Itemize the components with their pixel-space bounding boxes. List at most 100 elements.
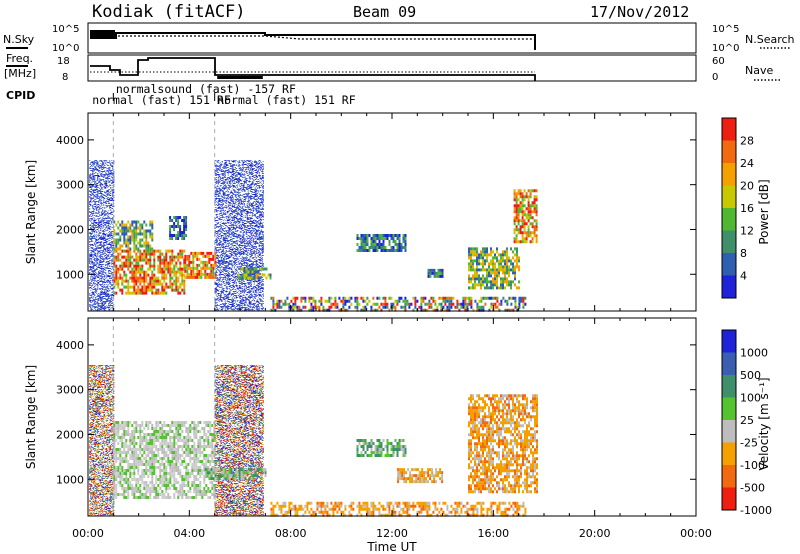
colorbar-swatch <box>722 185 736 208</box>
data-cell-group <box>468 247 520 290</box>
nave-tick-high: 60 <box>712 56 725 67</box>
data-cell-group <box>89 365 115 516</box>
nsky-label: N.Sky <box>3 33 35 46</box>
data-cell-group <box>513 189 538 244</box>
data-cell-group <box>270 501 527 517</box>
freq-label-line1: Freq. <box>6 52 33 65</box>
colorbar-tick-label: 12 <box>740 225 754 238</box>
data-cell-group <box>427 268 440 278</box>
data-cell-group <box>237 267 270 280</box>
x-tick-label: 00:00 <box>72 527 104 540</box>
y-tick-label: 2000 <box>56 428 84 441</box>
y-tick-label: 1000 <box>56 268 84 281</box>
data-cell-group <box>468 394 538 494</box>
power-ylabel: Slant Range [km] <box>24 160 38 264</box>
colorbar-swatch <box>722 163 736 186</box>
data-cell-group <box>89 160 115 311</box>
data-cell-group <box>274 296 527 312</box>
data-region-medium <box>237 267 272 280</box>
nsearch-tick-high: 10^5 <box>712 24 739 35</box>
colorbar-swatch <box>722 397 736 420</box>
nsearch-trace <box>90 35 535 40</box>
cpid-bar <box>217 76 263 79</box>
data-cell-group <box>358 234 407 252</box>
colorbar-tick-label: 8 <box>740 247 747 260</box>
data-cell-group <box>272 296 509 312</box>
cpid-entry: normal (fast) 151 RF <box>92 93 231 107</box>
data-cell-group <box>468 250 520 290</box>
data-cell-group <box>427 268 444 278</box>
nsky-tick-high: 10^5 <box>52 24 79 35</box>
y-tick-label: 1000 <box>56 473 84 486</box>
y-tick-label: 4000 <box>56 134 84 147</box>
colorbar-tick-label: 25 <box>740 414 754 427</box>
freq-lines <box>90 57 536 81</box>
data-cells <box>89 365 538 517</box>
data-region-weak <box>169 216 188 240</box>
date-title: 17/Nov/2012 <box>590 3 689 21</box>
colorbar-swatch <box>722 375 736 398</box>
data-cell-group <box>113 421 216 499</box>
data-cell-group <box>89 160 115 311</box>
y-tick-label: 3000 <box>56 179 84 192</box>
x-tick-label: 12:00 <box>376 527 408 540</box>
data-cell-group <box>113 220 154 251</box>
data-region-noise <box>214 365 264 516</box>
data-cell-group <box>356 234 407 252</box>
data-region-strong <box>513 189 538 244</box>
data-cell-group <box>89 365 115 516</box>
nsky-trace <box>90 32 536 50</box>
data-region-weak <box>427 268 444 278</box>
colorbar-tick-label: 24 <box>740 157 754 170</box>
y-tick-label: 3000 <box>56 384 84 397</box>
data-cell-group <box>214 365 264 516</box>
cpid-label: CPID <box>6 89 35 102</box>
data-cell-group <box>356 234 407 252</box>
colorbar-tick-label: 500 <box>740 369 761 382</box>
colorbar-tick-label: -100 <box>740 459 765 472</box>
data-region-ground <box>270 296 527 312</box>
data-cell-group <box>397 468 444 484</box>
colorbar-swatch <box>722 420 736 443</box>
data-cell-group <box>468 250 518 290</box>
nave-tick-low: 0 <box>712 72 718 83</box>
cpid-entry: normal (fast) 151 RF <box>217 93 356 107</box>
data-region-noise <box>89 160 115 311</box>
colorbar-swatch <box>722 442 736 465</box>
data-cell-group <box>468 394 538 494</box>
x-axis-label: Time UT <box>366 540 417 554</box>
data-region-medium <box>113 220 154 251</box>
data-cell-group <box>113 249 186 295</box>
cpid-entry: normalsound (fast) -157 RF <box>116 82 296 96</box>
y-tick-label: 4000 <box>56 339 84 352</box>
data-cell-group <box>272 296 525 312</box>
data-cell-group <box>169 216 188 240</box>
colorbar-tick-label: 4 <box>740 270 747 283</box>
colorbar-tick-label: -500 <box>740 481 765 494</box>
x-tick-label: 08:00 <box>275 527 307 540</box>
data-cell-group <box>113 421 216 499</box>
colorbar-tick-label: 1000 <box>740 346 768 359</box>
x-tick-label: 16:00 <box>477 527 509 540</box>
data-region-green <box>356 439 407 457</box>
data-cell-group <box>204 468 267 481</box>
colorbar-swatch <box>722 352 736 375</box>
nsearch-tick-low: 10^0 <box>712 43 739 54</box>
nave-label: Nave <box>745 64 773 77</box>
data-cell-group <box>113 421 216 499</box>
colorbar-swatch <box>722 140 736 163</box>
colorbar-tick-label: 20 <box>740 180 754 193</box>
nsky-lines <box>90 30 536 50</box>
colorbar-swatch <box>722 275 736 298</box>
y-tick-label: 2000 <box>56 223 84 236</box>
data-cell-group <box>214 365 264 516</box>
data-cell-group <box>239 267 268 280</box>
data-region-strong <box>184 251 217 279</box>
freq-trace <box>90 57 536 81</box>
data-region-orange <box>468 394 538 494</box>
data-cell-group <box>468 394 538 494</box>
data-cell-group <box>429 271 442 278</box>
colorbar-swatch <box>722 487 736 510</box>
data-cells <box>89 160 538 312</box>
